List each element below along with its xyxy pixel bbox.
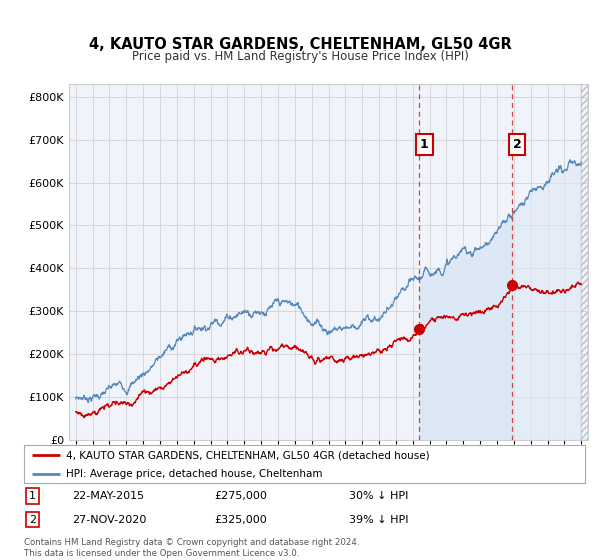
Text: £275,000: £275,000 [215, 491, 268, 501]
Text: £325,000: £325,000 [215, 515, 268, 525]
Text: HPI: Average price, detached house, Cheltenham: HPI: Average price, detached house, Chel… [66, 469, 323, 479]
Text: 4, KAUTO STAR GARDENS, CHELTENHAM, GL50 4GR (detached house): 4, KAUTO STAR GARDENS, CHELTENHAM, GL50 … [66, 450, 430, 460]
Text: 39% ↓ HPI: 39% ↓ HPI [349, 515, 409, 525]
Text: 1: 1 [420, 138, 429, 151]
Text: Contains HM Land Registry data © Crown copyright and database right 2024.
This d: Contains HM Land Registry data © Crown c… [24, 538, 359, 558]
Text: 22-MAY-2015: 22-MAY-2015 [71, 491, 144, 501]
Text: 2: 2 [29, 515, 36, 525]
Text: 30% ↓ HPI: 30% ↓ HPI [349, 491, 409, 501]
Text: 27-NOV-2020: 27-NOV-2020 [71, 515, 146, 525]
Text: 4, KAUTO STAR GARDENS, CHELTENHAM, GL50 4GR: 4, KAUTO STAR GARDENS, CHELTENHAM, GL50 … [89, 36, 511, 52]
Text: 2: 2 [513, 138, 521, 151]
Text: Price paid vs. HM Land Registry's House Price Index (HPI): Price paid vs. HM Land Registry's House … [131, 50, 469, 63]
Text: 1: 1 [29, 491, 36, 501]
